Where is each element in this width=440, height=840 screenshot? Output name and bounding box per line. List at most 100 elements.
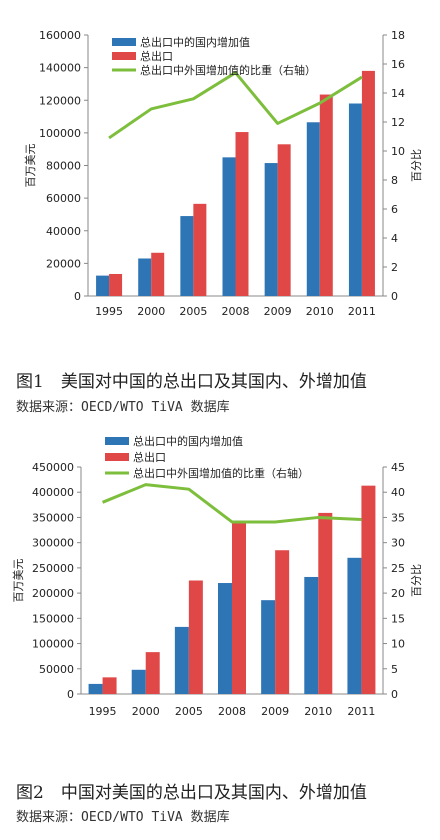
bar-domestic-value-added — [218, 583, 232, 694]
left-tick-label: 80000 — [46, 160, 81, 173]
right-tick-label: 5 — [391, 663, 398, 676]
legend-swatch — [105, 437, 129, 445]
bar-total-exports — [109, 273, 123, 296]
left-tick-label: 250000 — [32, 562, 74, 575]
bar-domestic-value-added — [180, 216, 194, 296]
x-tick-label: 2009 — [261, 705, 289, 718]
x-tick-label: 2010 — [304, 705, 332, 718]
left-tick-label: 100000 — [32, 638, 74, 651]
right-tick-label: 10 — [391, 638, 405, 651]
bar-domestic-value-added — [348, 103, 362, 296]
bar-domestic-value-added — [261, 600, 276, 694]
bar-total-exports — [275, 550, 290, 694]
bar-domestic-value-added — [347, 557, 362, 694]
x-tick-label: 2005 — [179, 305, 207, 318]
x-tick-label: 2011 — [347, 705, 375, 718]
legend-swatch — [112, 52, 136, 60]
bar-total-exports — [151, 252, 165, 296]
right-tick-label: 35 — [391, 511, 405, 524]
figure-1-source: 数据来源：OECD/WTO TiVA 数据库 — [16, 400, 230, 415]
left-tick-label: 350000 — [32, 511, 74, 524]
bar-total-exports — [145, 652, 160, 694]
chart-1-marks: 0200004000060000800001000001200001400001… — [24, 29, 423, 318]
legend-label: 总出口中外国增加值的比重（右轴） — [140, 63, 316, 77]
right-tick-label: 6 — [391, 203, 398, 216]
right-tick-label: 15 — [391, 612, 405, 625]
y-axis-title: 百万美元 — [12, 559, 25, 603]
left-tick-label: 140000 — [39, 62, 81, 75]
chart-2-marks: 0 50000 100000 150000 200000 250000 300000 3500… — [12, 434, 423, 718]
left-tick-label: 50000 — [39, 663, 74, 676]
x-tick-label: 1995 — [95, 305, 123, 318]
right-tick-label: 0 — [391, 290, 398, 303]
right-tick-label: 18 — [391, 29, 405, 42]
left-tick-label: 20000 — [46, 257, 81, 270]
bar-total-exports — [277, 144, 291, 296]
right-tick-label: 2 — [391, 261, 398, 274]
right-tick-label: 4 — [391, 232, 398, 245]
figure-2-caption: 图2 中国对美国的总出口及其国内、外增加值 — [16, 783, 367, 803]
line-foreign-share — [108, 71, 363, 140]
x-tick-label: 2005 — [175, 705, 203, 718]
bar-total-exports — [318, 512, 333, 694]
bar-domestic-value-added — [174, 626, 189, 694]
x-tick-label: 2000 — [132, 705, 160, 718]
figure-2-source: 数据来源：OECD/WTO TiVA 数据库 — [16, 810, 230, 825]
left-tick-label: 0 — [67, 688, 74, 701]
legend-label: 总出口中的国内增加值 — [133, 434, 243, 448]
chart-us-to-china: 0200004000060000800001000001200001400001… — [24, 29, 423, 318]
bar-total-exports — [193, 203, 207, 296]
right-tick-label: 40 — [391, 486, 405, 499]
left-tick-label: 0 — [74, 290, 81, 303]
x-tick-label: 2011 — [348, 305, 376, 318]
bar-domestic-value-added — [222, 157, 236, 296]
x-tick-label: 2000 — [137, 305, 165, 318]
x-tick-label: 1995 — [89, 705, 117, 718]
right-tick-label: 10 — [391, 145, 405, 158]
bar-total-exports — [102, 677, 117, 694]
bar-total-exports — [232, 523, 246, 694]
right-tick-label: 14 — [391, 87, 405, 100]
bar-domestic-value-added — [138, 258, 152, 296]
bar-total-exports — [361, 485, 376, 694]
x-tick-label: 2008 — [218, 705, 246, 718]
figure-1-caption: 图1 美国对中国的总出口及其国内、外增加值 — [16, 372, 367, 392]
y-axis-right-title: 百分比 — [410, 149, 423, 182]
bar-domestic-value-added — [131, 669, 146, 694]
bar-total-exports — [188, 580, 203, 694]
right-tick-label: 12 — [391, 116, 405, 129]
x-tick-label: 2009 — [264, 305, 292, 318]
bar-domestic-value-added — [96, 275, 110, 296]
left-tick-label: 160000 — [39, 29, 81, 42]
y-axis-title: 百万美元 — [24, 144, 37, 188]
left-tick-label: 150000 — [32, 612, 74, 625]
legend-label: 总出口中外国增加值的比重（右轴） — [133, 466, 309, 480]
legend-swatch — [112, 38, 136, 46]
bar-domestic-value-added — [306, 122, 320, 296]
right-tick-label: 25 — [391, 562, 405, 575]
bar-total-exports — [319, 94, 333, 297]
chart-china-to-us: 0 50000 100000 150000 200000 250000 300000 3500… — [12, 434, 423, 718]
left-tick-label: 300000 — [32, 537, 74, 550]
legend-label: 总出口 — [140, 49, 173, 63]
right-tick-label: 8 — [391, 174, 398, 187]
bar-domestic-value-added — [304, 576, 319, 694]
right-tick-label: 20 — [391, 587, 405, 600]
legend-label: 总出口 — [133, 450, 166, 464]
left-tick-label: 100000 — [39, 127, 81, 140]
left-tick-label: 60000 — [46, 192, 81, 205]
line-foreign-share — [102, 483, 362, 524]
bar-total-exports — [235, 132, 249, 296]
left-tick-label: 200000 — [32, 587, 74, 600]
bar-domestic-value-added — [88, 683, 103, 694]
legend-label: 总出口中的国内增加值 — [140, 35, 250, 49]
x-tick-label: 2010 — [306, 305, 334, 318]
left-tick-label: 40000 — [46, 225, 81, 238]
left-tick-label: 400000 — [32, 486, 74, 499]
right-tick-label: 16 — [391, 58, 405, 71]
left-tick-label: 450000 — [32, 461, 74, 474]
bar-domestic-value-added — [264, 163, 278, 296]
x-tick-label: 2008 — [222, 305, 250, 318]
legend-swatch — [105, 453, 129, 461]
y-axis-right-title: 百分比 — [410, 564, 423, 597]
